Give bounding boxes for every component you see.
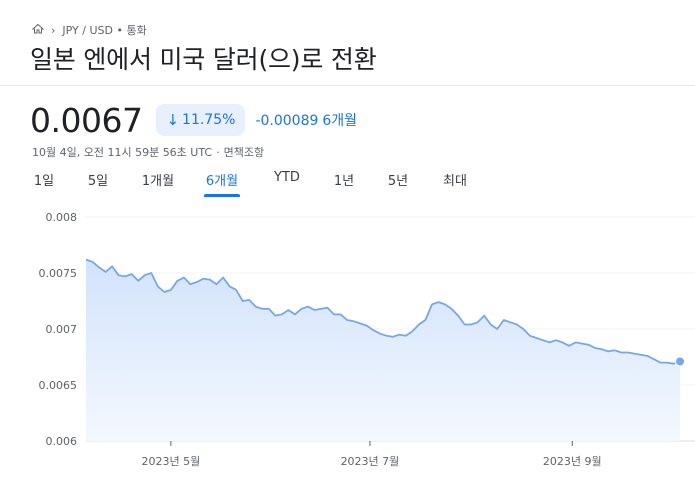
divider [0,85,695,86]
tab-max[interactable]: 최대 [443,174,467,189]
x-axis: 2023년 5월 2023년 7월 2023년 9월 [141,441,602,468]
home-icon[interactable] [31,23,45,38]
breadcrumb: › JPY / USD • 통화 [31,22,147,38]
x-tick-label: 2023년 7월 [341,455,400,468]
tab-ytd[interactable]: YTD [274,170,300,185]
tab-5d[interactable]: 5일 [87,174,109,189]
price-row: 0.0067 ↓ 11.75% -0.00089 6개월 [30,100,357,140]
chevron-right-icon: › [51,23,56,37]
chart-area-fill [86,259,680,441]
change-absolute-value: -0.00089 [255,113,319,129]
tab-1d[interactable]: 1일 [33,174,55,189]
x-tick-label: 2023년 9월 [543,455,602,468]
range-tabs: 1일 5일 1개월 6개월 YTD 1년 5년 최대 [32,168,470,197]
disclaimer-link[interactable]: 면책조항 [223,146,265,159]
timestamp-separator: · [216,146,220,159]
price-value: 0.0067 [30,100,143,140]
breadcrumb-item[interactable]: JPY / USD • 통화 [62,24,147,37]
y-tick-label: 0.006 [46,435,78,448]
change-period: 6개월 [322,113,358,129]
x-tick-label: 2023년 5월 [141,455,200,468]
change-percent: 11.75% [182,112,236,128]
tab-6m[interactable]: 6개월 [204,168,240,197]
change-absolute: -0.00089 6개월 [255,110,357,130]
y-tick-label: 0.007 [46,323,78,336]
timestamp: 10월 4일, 오전 11시 59분 56초 UTC · 면책조항 [32,144,264,160]
page-title: 일본 엔에서 미국 달러(으)로 전환 [30,45,377,74]
tab-1y[interactable]: 1년 [333,174,355,189]
timestamp-text: 10월 4일, 오전 11시 59분 56초 UTC [32,146,213,159]
tab-5y[interactable]: 5년 [387,174,409,189]
chart-endpoint-dot [675,356,685,367]
change-percent-chip: ↓ 11.75% [156,104,246,136]
y-tick-label: 0.0065 [39,379,78,392]
y-tick-label: 0.008 [46,211,78,224]
y-tick-label: 0.0075 [39,267,78,280]
arrow-down-icon: ↓ [166,111,180,129]
y-axis: 0.008 0.0075 0.007 0.0065 0.006 [39,211,78,448]
chart-series-line [85,258,681,365]
tab-1m[interactable]: 1개월 [141,174,175,189]
